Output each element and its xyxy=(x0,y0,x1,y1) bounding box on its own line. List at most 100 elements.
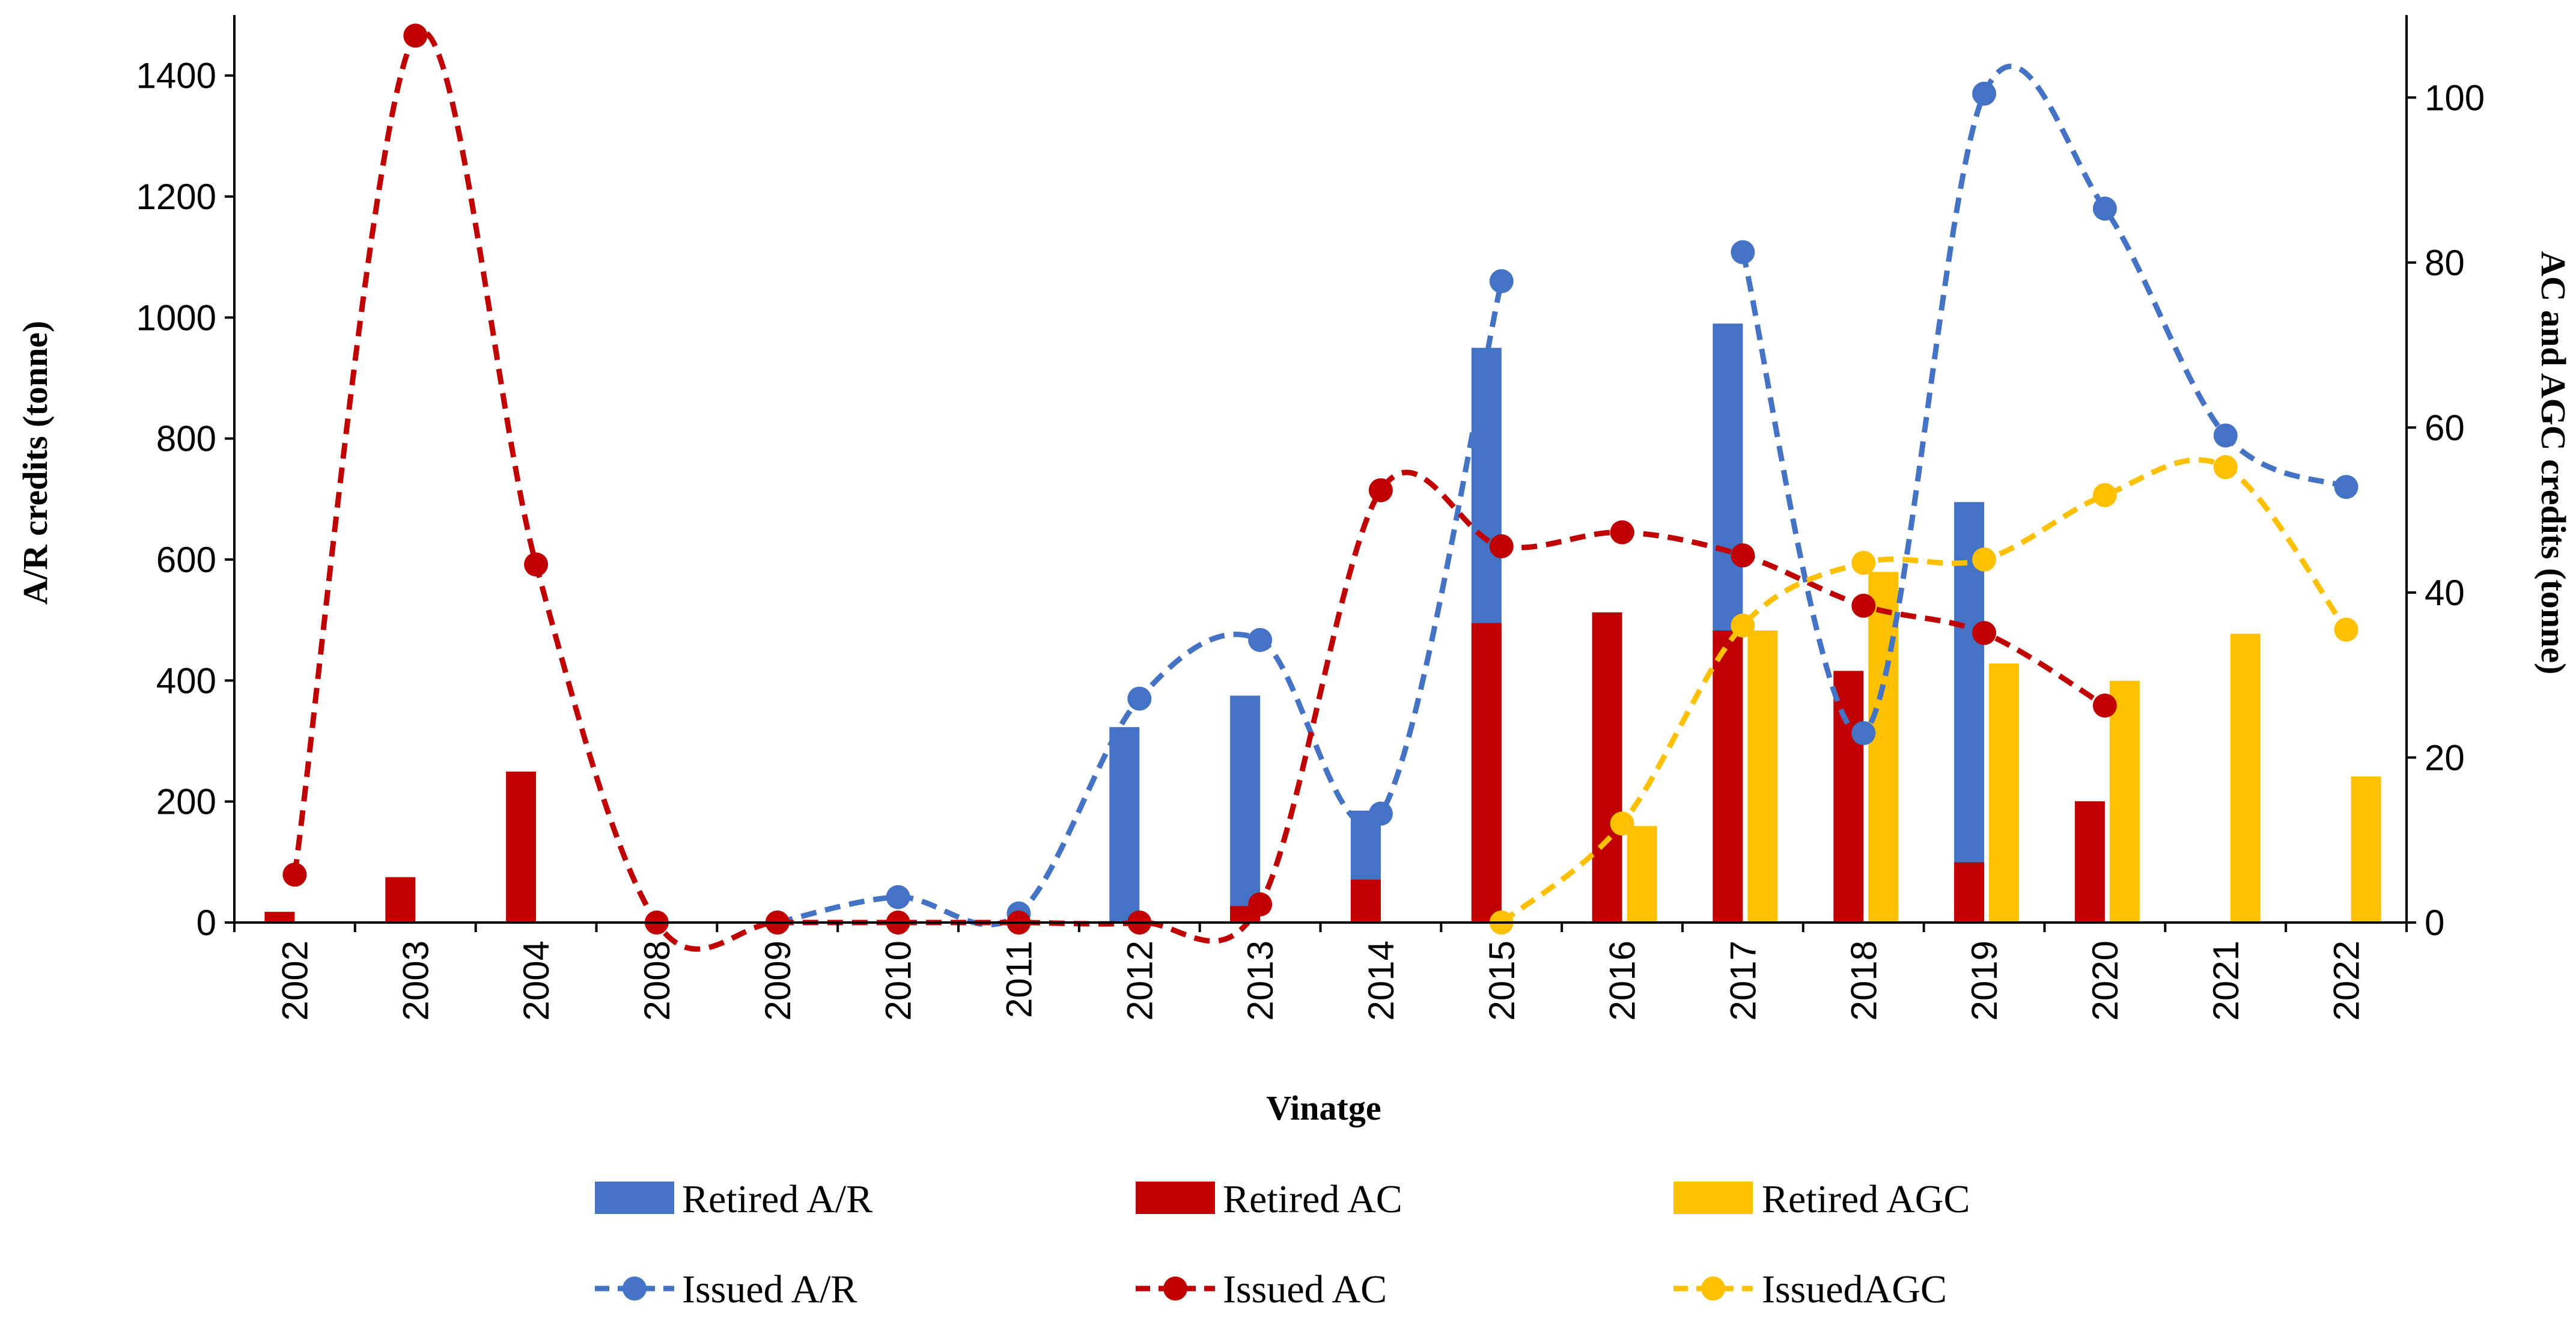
point-issued_ar-2012 xyxy=(1127,686,1152,711)
line-issued_ac-segment-0 xyxy=(291,28,2107,952)
point-issued_ac-2019 xyxy=(1972,621,1997,645)
point-issued_ar-2015 xyxy=(1489,269,1514,293)
bar-retired_ar-2019 xyxy=(1954,502,1985,923)
bar-retired_agc-2021 xyxy=(2230,633,2261,923)
y-tick-label-1200: 1200 xyxy=(136,177,216,217)
x-tick-label-2019: 2019 xyxy=(1964,941,2005,1020)
bar-retired_ac-2018 xyxy=(1833,671,1864,923)
legend: Retired A/R Retired AC Retired AGC Issue… xyxy=(595,1177,1970,1311)
point-issued_ac-2015 xyxy=(1489,534,1514,558)
legend-label-issued-ar: Issued A/R xyxy=(682,1267,857,1311)
x-tick-label-2003: 2003 xyxy=(395,941,436,1020)
point-issued_ar-2010 xyxy=(886,885,910,909)
point-issued_ac-2004 xyxy=(524,552,549,577)
bar-retired_ar-2012 xyxy=(1109,727,1140,923)
ticks-layer: 0 200 400 600 800 1000 1200 1400 0 20 40 60 80 100 200… xyxy=(136,56,2485,1021)
x-tick-label-2017: 2017 xyxy=(1723,941,1763,1020)
point-issued_ac-2014 xyxy=(1368,478,1393,502)
point-issued_ar-2020 xyxy=(2092,197,2117,221)
y-tick-label-1400: 1400 xyxy=(136,56,216,96)
bar-retired_ac-2002 xyxy=(264,912,295,923)
bars-layer xyxy=(264,323,2381,923)
line-issued_ar-segment-0 xyxy=(776,280,1505,927)
bar-retired_agc-2018 xyxy=(1868,572,1899,923)
y2-tick-label-0: 0 xyxy=(2425,903,2444,943)
bar-retired_ac-2017 xyxy=(1713,630,1743,923)
point-issued_agc-2020 xyxy=(2092,483,2117,507)
legend-swatch-retired-ac xyxy=(1136,1182,1215,1214)
x-tick-label-2002: 2002 xyxy=(275,941,315,1020)
legend-swatch-retired-ar xyxy=(595,1182,674,1214)
bar-retired_ac-2016 xyxy=(1592,612,1622,923)
legend-label-retired-ar: Retired A/R xyxy=(682,1177,872,1221)
point-issued_ac-2002 xyxy=(282,862,307,887)
point-issued_ac-2013 xyxy=(1248,892,1273,917)
x-tick-label-2020: 2020 xyxy=(2085,941,2125,1020)
y2-tick-label-40: 40 xyxy=(2425,573,2465,613)
point-issued_ar-2021 xyxy=(2213,423,2238,448)
point-issued_ac-2003 xyxy=(403,23,428,48)
x-tick-label-2004: 2004 xyxy=(516,941,556,1020)
point-issued_ac-2016 xyxy=(1610,520,1634,545)
x-axis-title: Vinatge xyxy=(1266,1088,1381,1127)
y2-tick-label-80: 80 xyxy=(2425,243,2465,283)
y2-axis-title: AC and AGC credits (tonne) xyxy=(2534,251,2573,675)
legend-marker-issued-agc xyxy=(1701,1277,1725,1301)
legend-label-issued-ac: Issued AC xyxy=(1223,1267,1387,1311)
legend-marker-issued-ar xyxy=(623,1277,647,1301)
bar-retired_agc-2016 xyxy=(1627,826,1657,923)
point-issued_agc-2017 xyxy=(1731,613,1755,638)
point-issued_ac-2017 xyxy=(1731,543,1755,568)
legend-swatch-retired-agc xyxy=(1673,1182,1753,1214)
x-tick-label-2022: 2022 xyxy=(2327,941,2367,1020)
point-issued_ac-2018 xyxy=(1851,593,1876,618)
y2-tick-label-20: 20 xyxy=(2425,737,2465,778)
bar-retired_agc-2017 xyxy=(1747,630,1778,923)
legend-label-retired-agc: Retired AGC xyxy=(1762,1177,1970,1221)
bar-retired_agc-2022 xyxy=(2351,776,2381,923)
point-issued_ar-2018 xyxy=(1851,721,1876,745)
bar-retired_ac-2003 xyxy=(385,877,416,923)
bar-retired_ac-2020 xyxy=(2074,801,2105,923)
x-tick-label-2015: 2015 xyxy=(1482,941,1522,1020)
bar-retired_agc-2020 xyxy=(2109,680,2140,923)
bar-retired_ar-2013 xyxy=(1230,695,1261,923)
y2-tick-label-60: 60 xyxy=(2425,407,2465,448)
y2-tick-label-100: 100 xyxy=(2425,78,2485,118)
y-tick-label-400: 400 xyxy=(156,660,216,701)
x-tick-label-2011: 2011 xyxy=(999,941,1039,1018)
y-axis-title: A/R credits (tonne) xyxy=(16,321,55,605)
x-tick-label-2014: 2014 xyxy=(1361,941,1401,1020)
point-issued_ar-2017 xyxy=(1731,240,1755,264)
y-tick-label-200: 200 xyxy=(156,782,216,822)
x-tick-label-2013: 2013 xyxy=(1240,941,1280,1020)
x-tick-label-2009: 2009 xyxy=(758,941,798,1020)
lines-layer xyxy=(282,23,2358,952)
x-tick-label-2018: 2018 xyxy=(1844,941,1884,1020)
bar-retired_ac-2014 xyxy=(1350,879,1381,923)
bar-retired_ac-2015 xyxy=(1471,623,1502,923)
y-tick-label-600: 600 xyxy=(156,540,216,580)
point-issued_ar-2014 xyxy=(1368,801,1393,826)
point-issued_agc-2022 xyxy=(2334,617,2358,642)
axes-layer xyxy=(226,15,2415,924)
point-issued_agc-2019 xyxy=(1972,548,1997,572)
point-issued_ar-2022 xyxy=(2334,475,2358,499)
x-tick-label-2021: 2021 xyxy=(2206,941,2246,1020)
x-tick-label-2016: 2016 xyxy=(1603,941,1643,1020)
point-issued_agc-2018 xyxy=(1851,551,1876,575)
point-issued_agc-2021 xyxy=(2213,455,2238,480)
x-tick-label-2012: 2012 xyxy=(1119,941,1160,1020)
bar-retired_ac-2019 xyxy=(1954,862,1985,923)
point-issued_ar-2019 xyxy=(1972,81,1997,106)
legend-label-retired-ac: Retired AC xyxy=(1223,1177,1402,1221)
line-issued_ar-segment-1 xyxy=(1740,63,2348,737)
legend-marker-issued-ac xyxy=(1163,1277,1187,1301)
y-tick-label-1000: 1000 xyxy=(136,297,216,338)
bar-retired_agc-2019 xyxy=(1989,663,2020,923)
point-issued_ac-2020 xyxy=(2092,694,2117,718)
y-tick-label-800: 800 xyxy=(156,419,216,459)
bar-retired_ac-2004 xyxy=(506,771,537,923)
